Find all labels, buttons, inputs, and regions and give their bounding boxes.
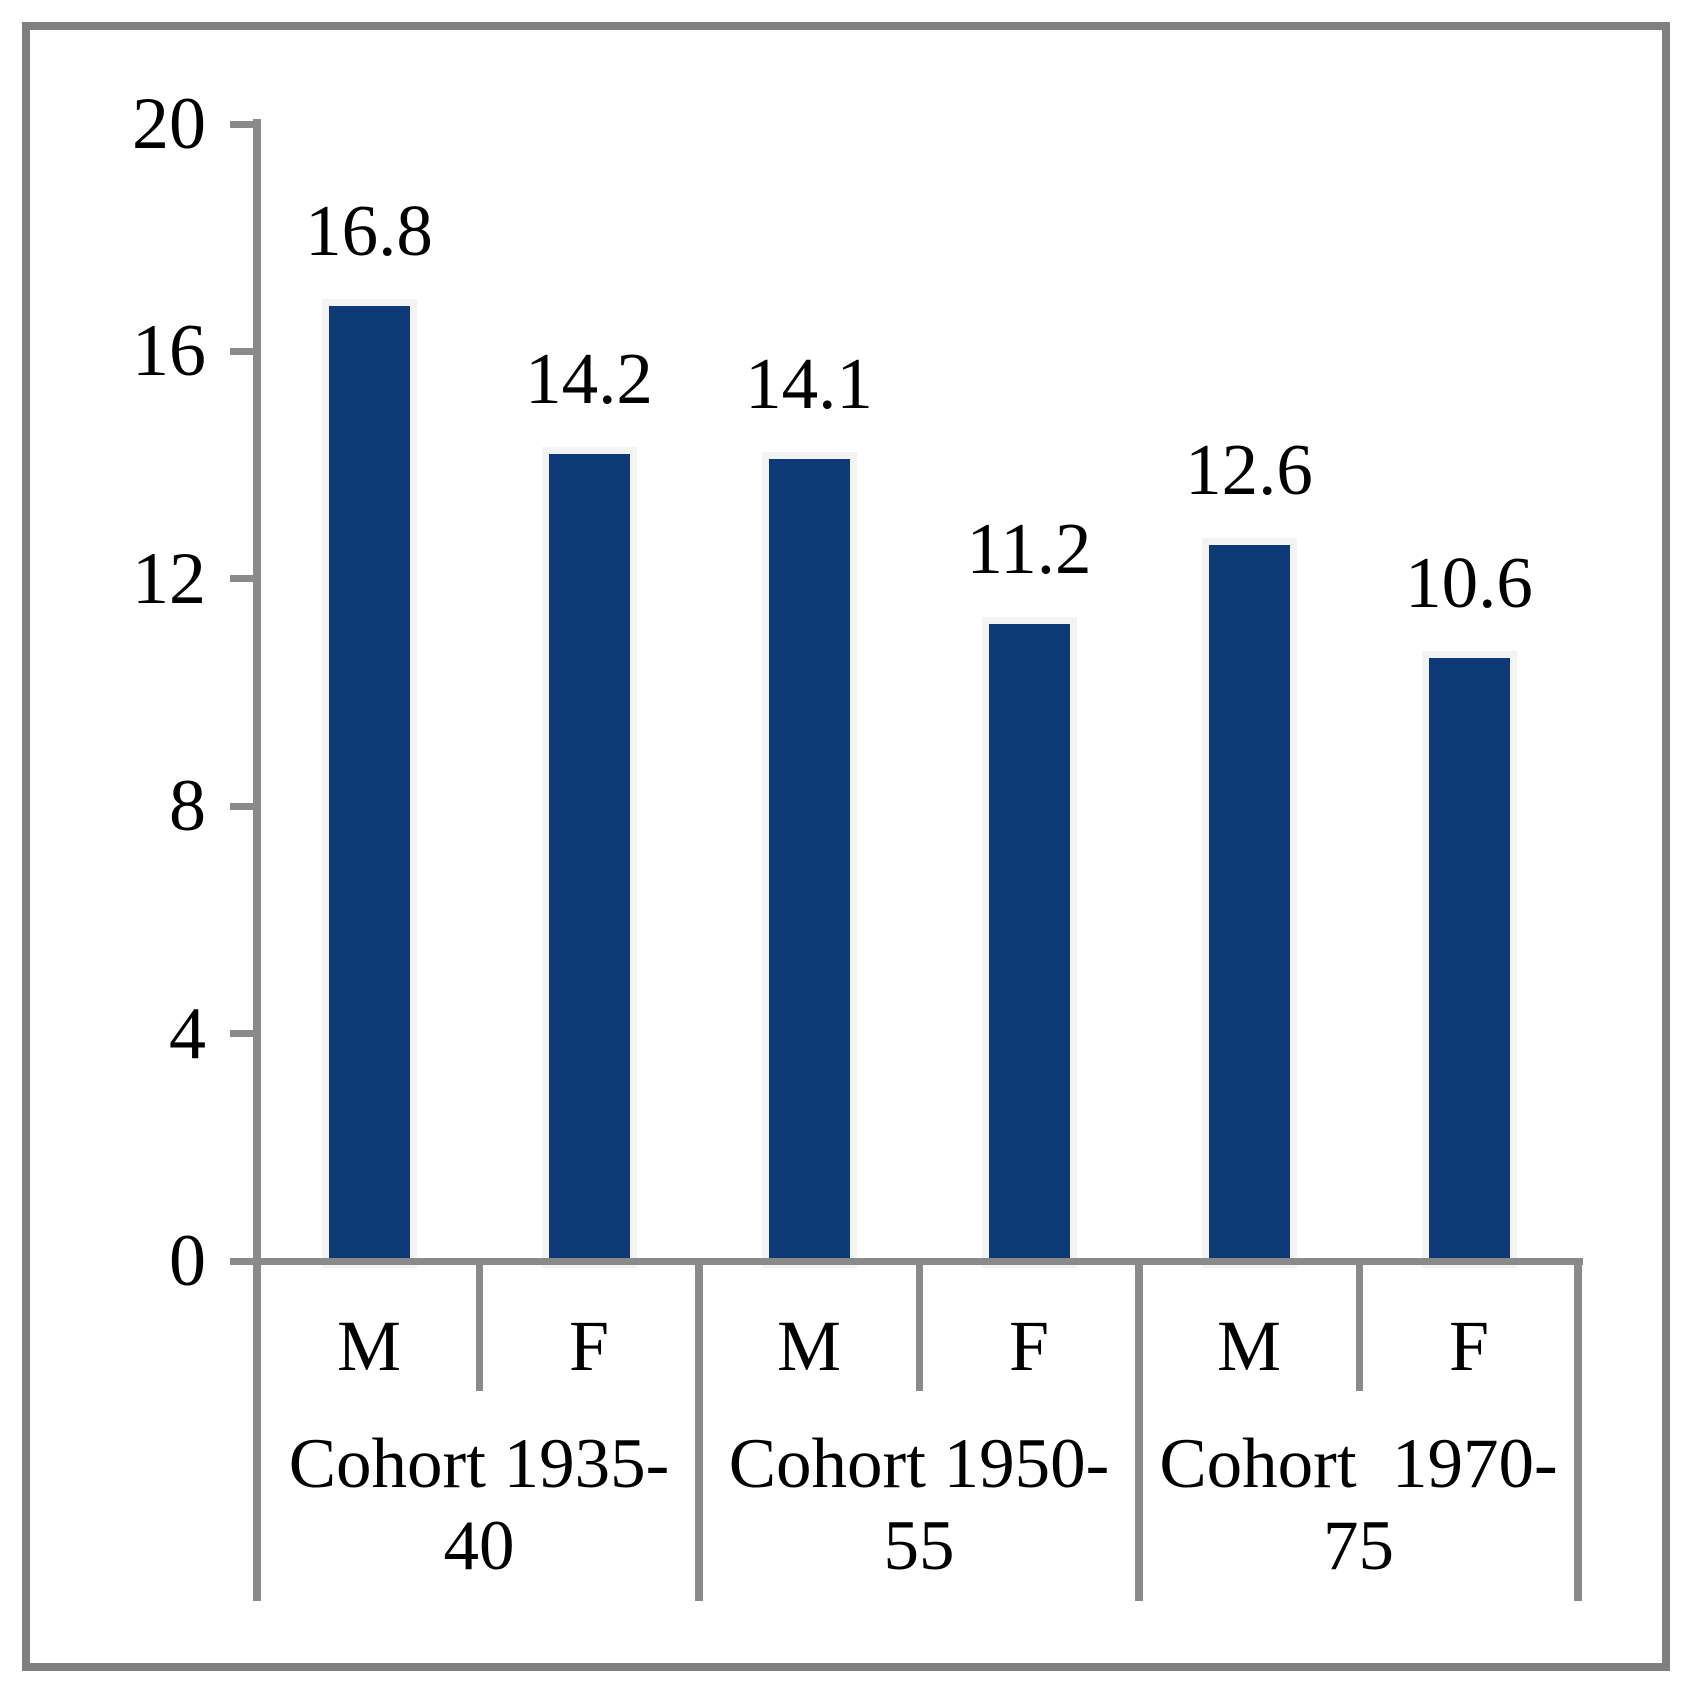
- cohort-label: Cohort 1970- 75: [1159, 1425, 1558, 1585]
- bar-value-label: 10.6: [1405, 542, 1533, 624]
- y-tick-label: 16: [132, 310, 206, 393]
- y-axis-tick: [230, 120, 260, 128]
- y-tick-label: 8: [169, 765, 206, 848]
- bar: [541, 446, 637, 1268]
- y-axis-tick: [230, 575, 260, 583]
- sex-label: F: [1448, 1306, 1490, 1386]
- x-axis-line: [230, 1258, 1583, 1265]
- y-tick-label: 4: [169, 992, 206, 1075]
- y-axis-tick: [230, 802, 260, 810]
- bar-value-label: 14.1: [745, 343, 873, 425]
- table-right-border: [1573, 1261, 1582, 1601]
- sex-label: M: [336, 1306, 402, 1386]
- y-axis-tick: [230, 347, 260, 355]
- y-axis-tick: [230, 1257, 260, 1265]
- group-separator: [1135, 1261, 1143, 1601]
- bar: [1421, 651, 1517, 1268]
- y-tick-label: 12: [132, 537, 206, 620]
- sex-label: M: [776, 1306, 842, 1386]
- y-tick-label: 0: [169, 1220, 206, 1302]
- bar: [321, 298, 417, 1268]
- bar: [761, 452, 857, 1268]
- bar-value-label: 12.6: [1185, 428, 1313, 510]
- mf-separator: [1355, 1261, 1363, 1391]
- mf-separator: [915, 1261, 923, 1391]
- sex-label: F: [1008, 1306, 1050, 1386]
- bar-value-label: 14.2: [525, 337, 653, 419]
- sex-label: M: [1216, 1306, 1282, 1386]
- y-tick-label: 20: [132, 83, 206, 165]
- cohort-label: Cohort 1935- 40: [288, 1425, 670, 1585]
- sex-label: F: [568, 1306, 610, 1386]
- bar: [981, 617, 1077, 1268]
- mf-separator: [475, 1261, 483, 1391]
- group-separator: [695, 1261, 703, 1601]
- bar-value-label: 11.2: [966, 508, 1092, 590]
- bar: [1201, 537, 1297, 1268]
- cohort-label: Cohort 1950- 55: [728, 1425, 1110, 1585]
- bar-value-label: 16.8: [305, 189, 433, 271]
- figure-border: [22, 22, 1670, 1671]
- y-axis-line: [253, 119, 261, 1601]
- y-axis-tick: [230, 1030, 260, 1038]
